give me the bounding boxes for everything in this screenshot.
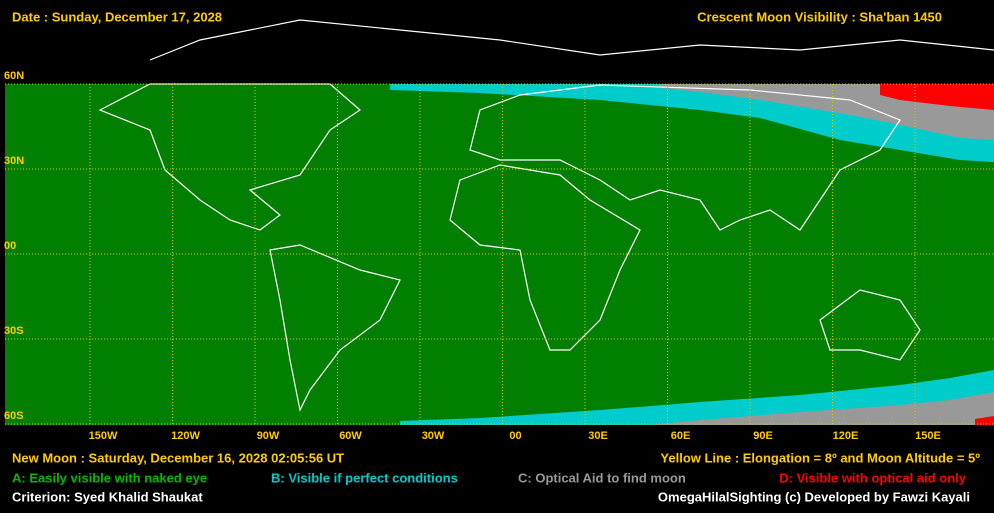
lon-label: 60E xyxy=(671,430,691,442)
date: Date : Sunday, December 17, 2028 xyxy=(12,9,222,24)
title: Crescent Moon Visibility : Sha'ban 1450 xyxy=(697,9,942,24)
zone-a xyxy=(5,84,994,425)
legend-b: B: Visible if perfect conditions xyxy=(271,470,458,485)
new-moon: New Moon : Saturday, December 16, 2028 0… xyxy=(12,450,344,465)
lon-label: 120E xyxy=(833,430,859,442)
lon-label: 60W xyxy=(339,430,362,442)
lat-label: 60N xyxy=(4,70,24,82)
lon-label: 90W xyxy=(257,430,280,442)
lat-label: 30S xyxy=(4,325,24,337)
zone-d-north xyxy=(880,84,994,110)
criterion: Criterion: Syed Khalid Shaukat xyxy=(12,489,203,504)
zone-d-south xyxy=(975,416,994,425)
lon-label: 30W xyxy=(422,430,445,442)
graticule: 60N 30N 00 30S 60S 150W 120W 90W 60W 30W 00 30E 60E 9… xyxy=(4,70,994,442)
lat-label: 60S xyxy=(4,410,24,422)
lon-label: 150W xyxy=(89,430,118,442)
lon-label: 90E xyxy=(753,430,773,442)
coastlines xyxy=(98,19,994,412)
legend-a: A: Easily visible with naked eye xyxy=(12,470,207,485)
lat-label: 30N xyxy=(4,155,24,167)
lon-label: 30E xyxy=(588,430,608,442)
legend-d: D: Visible with optical aid only xyxy=(779,470,967,485)
lon-label: 00 xyxy=(509,430,521,442)
lat-label: 00 xyxy=(4,240,16,252)
yellow-line: Yellow Line : Elongation = 8º and Moon A… xyxy=(660,450,980,465)
credit: OmegaHilalSighting (c) Developed by Fawz… xyxy=(658,489,970,504)
lon-label: 150E xyxy=(915,430,941,442)
zone-c-south xyxy=(650,392,994,425)
legend-c: C: Optical Aid to find moon xyxy=(518,470,686,485)
lon-label: 120W xyxy=(171,430,200,442)
